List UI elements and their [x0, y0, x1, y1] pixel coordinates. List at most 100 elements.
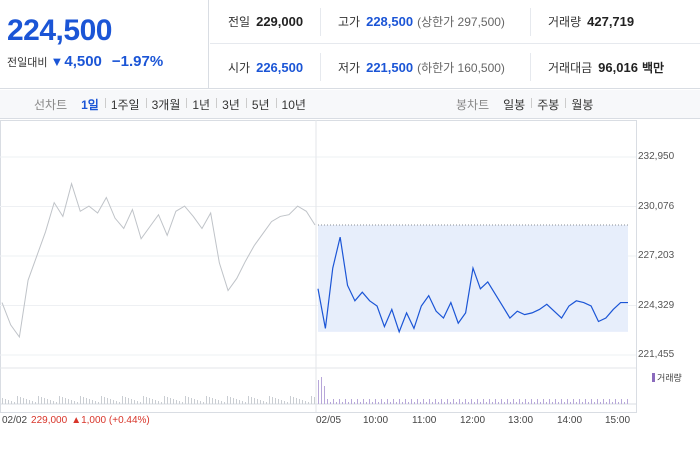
- intraday-chart[interactable]: 232,950 230,076 227,203 224,329 221,455 …: [0, 120, 700, 450]
- up-arrow-icon: ▲: [71, 415, 82, 426]
- volume-bar: [140, 402, 141, 404]
- volume-bar: [122, 396, 123, 404]
- stat-unit: 백만: [641, 60, 665, 75]
- volume-bar: [113, 400, 114, 404]
- volume-bar: [549, 399, 550, 404]
- volume-bar: [333, 399, 334, 404]
- volume-bar: [474, 402, 475, 404]
- today-price-line: [317, 236, 628, 334]
- prev-day-change-pct: (+0.44%): [108, 415, 150, 426]
- volume-bar: [591, 399, 592, 404]
- prev-day-change-amount: 1,000: [81, 415, 107, 426]
- volume-bar: [278, 399, 279, 404]
- volume-bar: [143, 396, 144, 404]
- volume-bar: [426, 402, 427, 404]
- volume-bar: [570, 402, 571, 404]
- volume-bar: [26, 399, 27, 404]
- stat-trade-value: 거래대금 96,016 백만: [548, 59, 664, 76]
- volume-bar: [311, 396, 312, 404]
- volume-bar: [281, 400, 282, 404]
- volume-bar: [131, 399, 132, 404]
- volume-bar: [119, 402, 120, 404]
- volume-legend-label: 거래량: [657, 373, 682, 383]
- volume-bar: [197, 400, 198, 404]
- tab-3-years[interactable]: 3년: [216, 96, 246, 113]
- change-label: 전일대비: [7, 56, 48, 69]
- tab-1-day[interactable]: 1일: [81, 98, 99, 112]
- volume-bar: [194, 399, 195, 404]
- volume-bar: [612, 402, 613, 404]
- volume-bar: [215, 399, 216, 404]
- volume-bar: [528, 402, 529, 404]
- volume-bar: [80, 396, 81, 404]
- volume-bar: [375, 399, 376, 404]
- volume-bar: [23, 398, 24, 404]
- volume-bar: [459, 399, 460, 404]
- volume-bar: [420, 402, 421, 404]
- volume-bar: [513, 399, 514, 404]
- volume-bar: [453, 399, 454, 404]
- volume-bar: [525, 399, 526, 404]
- candle-chart-tabs: 봉차트 일봉 주봉 월봉: [456, 90, 599, 119]
- x-tick-label: 10:00: [363, 415, 389, 426]
- volume-bar: [405, 399, 406, 404]
- divider: [320, 53, 321, 81]
- y-tick-label: 227,203: [638, 250, 675, 261]
- volume-bar: [468, 402, 469, 404]
- volume-bar: [321, 377, 322, 404]
- volume-bar: [62, 397, 63, 404]
- volume-bar: [450, 402, 451, 404]
- volume-bar: [384, 402, 385, 404]
- volume-bar: [302, 400, 303, 404]
- volume-bar: [65, 398, 66, 404]
- volume-bar: [5, 399, 6, 404]
- volume-bar: [29, 400, 30, 404]
- volume-bar: [20, 397, 21, 404]
- tab-1-year[interactable]: 1년: [186, 96, 216, 113]
- volume-bar: [567, 399, 568, 404]
- tab-weekly-candle[interactable]: 주봉: [531, 96, 565, 113]
- volume-bar: [110, 399, 111, 404]
- volume-bar: [191, 398, 192, 404]
- volume-bar: [74, 401, 75, 404]
- today-range-fill: [318, 225, 628, 332]
- volume-bar: [176, 400, 177, 404]
- volume-bar: [582, 402, 583, 404]
- volume-bar: [465, 399, 466, 404]
- x-tick-label: 14:00: [557, 415, 583, 426]
- tab-3-months[interactable]: 3개월: [145, 96, 187, 113]
- volume-bar: [390, 402, 391, 404]
- tab-1-week[interactable]: 1주일: [104, 96, 146, 113]
- stat-volume: 거래량 427,719: [548, 13, 634, 30]
- tab-5-years[interactable]: 5년: [245, 96, 276, 113]
- volume-bar: [393, 399, 394, 404]
- volume-bar: [11, 401, 12, 404]
- y-tick-label: 232,950: [638, 151, 675, 162]
- volume-bar: [336, 402, 337, 404]
- volume-bar: [621, 399, 622, 404]
- tab-monthly-candle[interactable]: 월봉: [565, 96, 599, 113]
- tab-10-years[interactable]: 10년: [275, 96, 312, 113]
- volume-bar: [483, 399, 484, 404]
- volume-bar: [92, 400, 93, 404]
- volume-bar: [242, 401, 243, 404]
- change-percent: −1.97%: [111, 53, 164, 70]
- x-tick-label: 02/05: [316, 415, 342, 426]
- divider: [530, 53, 531, 81]
- volume-bar: [486, 402, 487, 404]
- volume-bar: [501, 399, 502, 404]
- divider: [530, 8, 531, 36]
- volume-bar: [456, 402, 457, 404]
- volume-bar: [290, 396, 291, 404]
- quote-summary: 224,500 전일대비 ▼ 4,500 −1.97% 전일 229,000 고…: [0, 0, 700, 89]
- volume-bar: [507, 399, 508, 404]
- volume-bar: [624, 402, 625, 404]
- volume-bar: [555, 399, 556, 404]
- volume-bar: [44, 398, 45, 404]
- volume-bar: [308, 402, 309, 404]
- tab-daily-candle[interactable]: 일봉: [503, 98, 526, 112]
- volume-bar: [137, 401, 138, 404]
- prev-day-line: [1, 181, 316, 339]
- volume-bar: [14, 402, 15, 404]
- stat-label: 전일: [228, 15, 251, 29]
